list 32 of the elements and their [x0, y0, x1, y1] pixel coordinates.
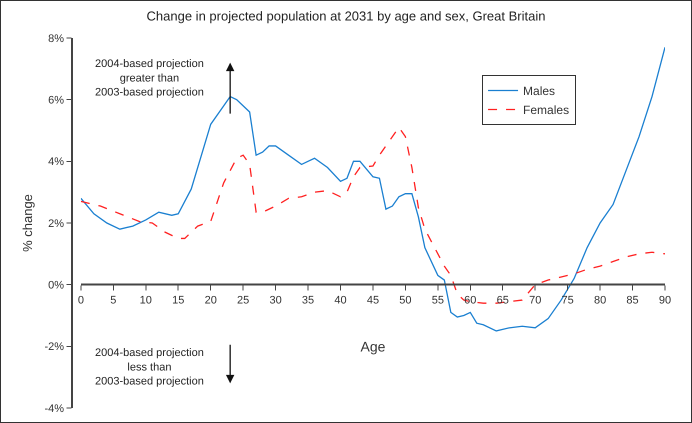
chart-title: Change in projected population at 2031 by age and sex, Great Britain [146, 8, 546, 24]
y-tick-label: 0% [48, 280, 64, 292]
x-tick-label: 85 [626, 294, 639, 307]
x-tick-label: 5 [110, 294, 116, 307]
x-tick-label: 40 [334, 294, 347, 307]
x-tick-label: 50 [399, 294, 412, 307]
x-tick-label: 0 [78, 294, 84, 307]
x-axis-title: Age [360, 338, 386, 354]
x-tick-label: 45 [366, 294, 380, 307]
y-tick-label: 2% [48, 218, 64, 230]
x-tick-label: 10 [140, 294, 152, 307]
y-tick-label: 6% [48, 94, 64, 107]
annotation: 2004-based projection less than 2003-based projection [95, 347, 204, 388]
x-tick-label: 15 [172, 294, 184, 307]
x-tick-label: 60 [464, 294, 476, 307]
x-tick-label: 70 [529, 294, 542, 307]
legend-label: Males [523, 84, 556, 98]
y-tick-label: -2% [44, 341, 64, 354]
legend-label: Females [523, 103, 570, 118]
y-tick-label: -4% [44, 402, 64, 415]
y-axis-title: % change [20, 194, 35, 252]
x-tick-label: 20 [204, 294, 217, 307]
x-tick-label: 30 [269, 294, 282, 307]
x-tick-label: 25 [237, 294, 250, 307]
x-tick-label: 55 [432, 294, 444, 307]
y-tick-label: 8% [48, 32, 64, 45]
y-tick-label: 4% [48, 156, 64, 168]
annotation: 2004-based projection greater than 2003-based projection [95, 58, 204, 99]
x-tick-label: 90 [658, 294, 672, 307]
x-tick-label: 75 [562, 294, 574, 307]
x-tick-label: 80 [594, 294, 606, 307]
x-tick-label: 35 [302, 294, 314, 307]
